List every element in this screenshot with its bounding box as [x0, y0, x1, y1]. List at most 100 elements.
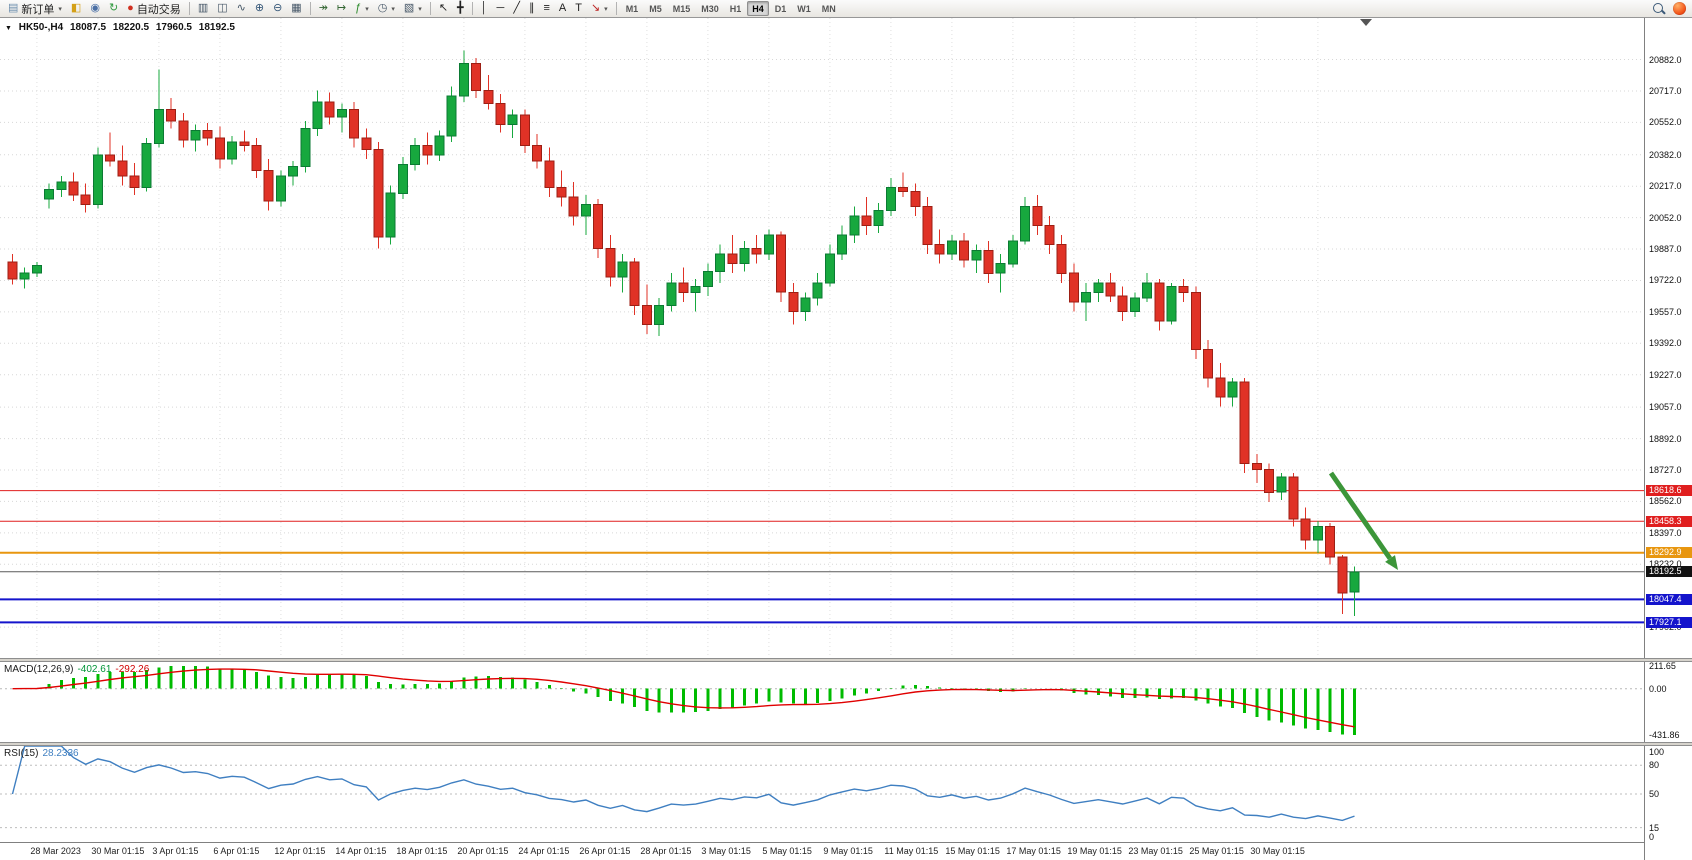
rsi-chart-layer	[0, 746, 1644, 829]
rsi-axis-tick: 100	[1649, 747, 1665, 757]
template-icon: ▧	[403, 2, 415, 14]
auto-scroll-button[interactable]: ↠	[315, 1, 332, 17]
chart-shift-icon: ↦	[336, 2, 347, 14]
timeframe-button-m30[interactable]: M30	[701, 4, 719, 14]
ohlc-open: 18087.5	[69, 22, 107, 33]
person-icon: ◉	[90, 2, 100, 14]
toolbar-separator	[188, 2, 190, 15]
crosshair-button[interactable]: ╋	[453, 1, 468, 17]
panel-splitter-2[interactable]	[0, 742, 1692, 746]
text-label-icon: T	[575, 2, 582, 14]
price-tick: 18727.0	[1649, 465, 1682, 475]
new-order-button[interactable]: ▤ 新订单 ▾	[4, 1, 66, 17]
vline-icon: │	[480, 2, 488, 14]
autotrading-button[interactable]: ● 自动交易	[123, 1, 185, 17]
macd-signal-value: -292.26	[115, 664, 150, 675]
macd-histogram	[23, 666, 1356, 736]
price-tick: 19887.0	[1649, 244, 1682, 255]
periods-button[interactable]: ◷ ▾	[374, 1, 399, 17]
rsi-name: RSI(15)	[4, 748, 39, 759]
time-tick: 5 May 01:15	[762, 846, 812, 856]
line-chart-button[interactable]: ∿	[233, 1, 250, 17]
price-tick: 18562.0	[1649, 496, 1682, 507]
chart-shift-marker[interactable]	[1360, 19, 1372, 26]
time-tick: 30 Mar 01:15	[91, 846, 145, 856]
community-button[interactable]: ◉	[86, 1, 104, 17]
tile-windows-button[interactable]: ▦	[287, 1, 305, 17]
rsi-panel[interactable]: RSI(15) 28.2336	[0, 746, 1644, 842]
macd-panel[interactable]: MACD(12,26,9) -402.61 -292.26	[0, 662, 1644, 742]
toolbar-separator	[429, 2, 431, 15]
macd-axis-tick: 0.00	[1649, 683, 1667, 694]
candle-bodies	[7, 63, 1360, 594]
bar-chart-button[interactable]: ▥	[194, 1, 212, 17]
text-button[interactable]: A	[555, 1, 570, 17]
horizontal-line-button[interactable]: ─	[493, 1, 509, 17]
refresh-button[interactable]: ↻	[105, 1, 122, 17]
candlestick-icon: ◫	[217, 2, 228, 14]
crosshair-icon: ╋	[457, 2, 464, 14]
toolbar: ▤ 新订单 ▾ ◧ ◉ ↻ ● 自动交易 ▥ ◫ ∿ ⊕ ⊖ ▦ ↠ ↦ ƒ ▾ ◷ ▾ ▧ ▾ ↖ ╋ │ ─ ╱ ∥ ≡ A T ↘ ▾ M…	[0, 0, 1692, 18]
time-tick: 12 Apr 01:15	[274, 846, 326, 856]
timeframe-button-h1[interactable]: H1	[729, 4, 742, 14]
ohlc-close: 18192.5	[198, 22, 235, 33]
timeframe-button-m5[interactable]: M5	[649, 4, 662, 14]
zoom-out-icon: ⊖	[273, 2, 283, 14]
time-axis[interactable]: 28 Mar 2023 30 Mar 01:15 3 Apr 01:15 6 Apr …	[0, 842, 1644, 860]
template-button[interactable]: ▧ ▾	[400, 1, 426, 17]
zoom-in-icon: ⊕	[254, 2, 265, 14]
fibonacci-button[interactable]: ≡	[539, 1, 553, 17]
cursor-button[interactable]: ↖	[435, 1, 452, 17]
vertical-line-button[interactable]: │	[477, 1, 492, 17]
notification-badge[interactable]	[1673, 2, 1686, 15]
time-tick: 28 Apr 01:15	[640, 846, 692, 856]
autotrading-button-label: 自动交易	[136, 3, 181, 16]
timeframe-button-d1[interactable]: D1	[774, 4, 787, 14]
time-tick: 3 May 01:15	[701, 846, 751, 856]
time-tick: 25 May 01:15	[1189, 846, 1244, 856]
indicators-icon: ƒ	[355, 2, 362, 14]
down-arrow-annotation[interactable]	[1328, 471, 1398, 570]
panel-splitter[interactable]	[0, 658, 1692, 662]
macd-axis-tick: 211.65	[1649, 660, 1676, 671]
toolbar-right-group	[1653, 2, 1688, 15]
macd-label: MACD(12,26,9) -402.61 -292.26	[4, 664, 153, 675]
fibonacci-icon: ≡	[543, 2, 550, 14]
price-tick: 20552.0	[1649, 117, 1682, 128]
timeframe-button-m1[interactable]: M1	[625, 4, 639, 14]
channel-button[interactable]: ∥	[525, 1, 539, 17]
search-icon[interactable]	[1653, 2, 1665, 15]
rsi-label: RSI(15) 28.2336	[4, 748, 83, 759]
indicators-button[interactable]: ƒ ▾	[351, 1, 373, 17]
time-tick: 6 Apr 01:15	[213, 846, 260, 856]
new-order-icon: ▤	[8, 2, 19, 14]
chart-collapse-icon[interactable]: ▼	[5, 25, 12, 32]
time-tick: 17 May 01:15	[1006, 846, 1061, 856]
chart-shift-button[interactable]: ↦	[333, 1, 350, 17]
main-chart-panel[interactable]: ▼ HK50-,H4 18087.5 18220.5 17960.5 18192…	[0, 18, 1644, 658]
zoom-out-button[interactable]: ⊖	[269, 1, 286, 17]
price-tick: 18397.0	[1649, 527, 1682, 538]
time-tick: 28 Mar 2023	[30, 846, 81, 856]
trendline-button[interactable]: ╱	[509, 1, 524, 17]
macd-name: MACD(12,26,9)	[4, 664, 74, 675]
period-icon: ◷	[377, 2, 388, 14]
price-axis[interactable]: 20882.0 20717.0 20552.0 20382.0 20217.0 20052…	[1644, 18, 1692, 860]
text-label-button[interactable]: T	[571, 1, 586, 17]
rsi-axis-tick: 50	[1649, 789, 1660, 799]
arrows-icon: ↘	[590, 2, 601, 14]
price-tick: 18892.0	[1649, 433, 1682, 444]
timeframe-button-w1[interactable]: W1	[797, 4, 811, 14]
timeframe-button-mn[interactable]: MN	[821, 4, 836, 14]
timeframe-button-m15[interactable]: M15	[672, 4, 691, 14]
candlestick-button[interactable]: ◫	[213, 1, 231, 17]
price-tick: 20052.0	[1649, 212, 1682, 223]
timeframe-button-h4[interactable]: H4	[747, 1, 769, 16]
candlestick-chart-layer	[0, 18, 1644, 658]
arrows-button[interactable]: ↘ ▾	[587, 1, 612, 17]
zoom-in-button[interactable]: ⊕	[251, 1, 268, 17]
deposit-button[interactable]: ◧	[67, 1, 85, 17]
hline-icon: ─	[496, 2, 505, 14]
rsi-axis-tick: 80	[1649, 760, 1660, 771]
